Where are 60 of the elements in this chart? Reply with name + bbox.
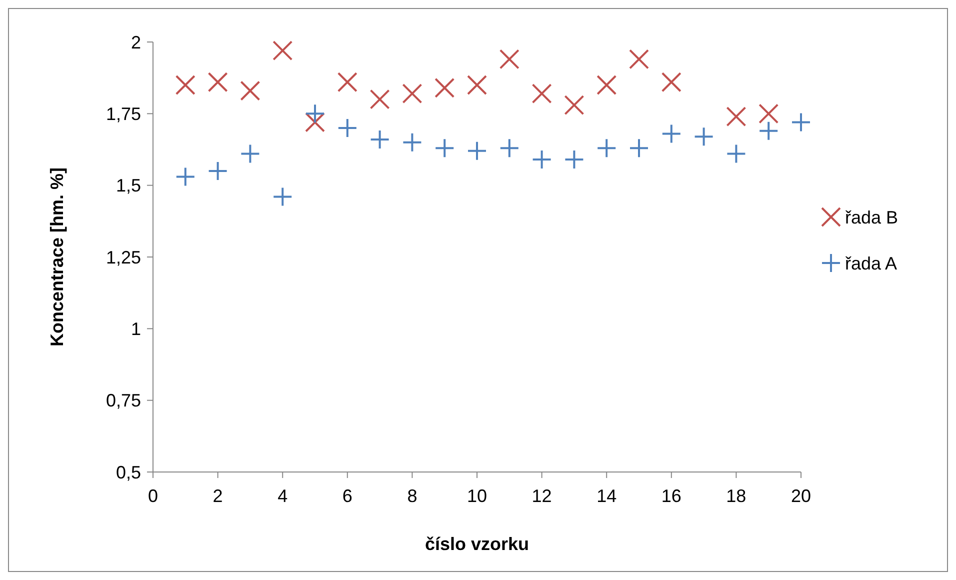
point <box>175 75 196 95</box>
point <box>694 126 714 147</box>
x-tick-label: 10 <box>466 486 488 506</box>
x-tick-label: 12 <box>532 486 552 506</box>
point <box>370 129 390 150</box>
point <box>499 138 520 158</box>
y-tick-label: 1,5 <box>116 176 141 196</box>
point <box>240 144 260 164</box>
point <box>532 150 552 170</box>
y-tick-label: 2 <box>130 32 141 52</box>
point <box>402 84 422 104</box>
point <box>175 166 196 187</box>
point <box>434 78 455 98</box>
point <box>661 124 682 144</box>
x-tick-label: 2 <box>212 486 223 506</box>
x-tick-label: 14 <box>596 486 617 506</box>
legend-label: řada A <box>845 253 898 274</box>
x-tick-label: 20 <box>790 486 812 506</box>
point <box>305 104 325 124</box>
point <box>337 118 358 138</box>
point <box>629 138 649 158</box>
point <box>532 84 552 104</box>
x-tick-label: 18 <box>726 486 746 506</box>
point <box>791 112 811 132</box>
point <box>467 75 487 95</box>
y-tick-label: 1,75 <box>106 104 141 124</box>
point <box>596 138 617 158</box>
point <box>629 49 649 70</box>
point <box>305 112 325 132</box>
x-tick-label: 0 <box>148 486 158 506</box>
y-tick-label: 0,75 <box>106 390 141 411</box>
y-axis-title: Koncentrace [hm. %] <box>47 167 67 347</box>
point <box>208 72 228 92</box>
y-tick-label: 0,5 <box>116 462 141 482</box>
point <box>402 132 422 152</box>
point <box>337 72 358 92</box>
point <box>370 89 390 110</box>
point <box>272 186 293 207</box>
point <box>564 150 584 170</box>
point <box>726 106 746 127</box>
x-tick-label: 4 <box>278 486 288 506</box>
y-tick-label: 1 <box>130 318 141 339</box>
point <box>272 40 293 61</box>
point <box>726 144 746 164</box>
x-tick-label: 6 <box>342 486 352 506</box>
point <box>467 140 487 161</box>
point <box>661 72 682 92</box>
legend-label: řada B <box>845 207 898 228</box>
point <box>240 80 260 101</box>
point <box>596 75 617 95</box>
point <box>434 138 455 158</box>
y-tick-label: 1,25 <box>106 247 141 268</box>
x-axis-title: číslo vzorku <box>424 534 530 554</box>
point <box>758 104 779 124</box>
x-tick-label: 8 <box>407 486 418 506</box>
point <box>758 120 779 141</box>
point <box>499 49 520 70</box>
point <box>208 161 228 181</box>
x-tick-label: 16 <box>661 486 682 506</box>
point <box>564 95 584 116</box>
